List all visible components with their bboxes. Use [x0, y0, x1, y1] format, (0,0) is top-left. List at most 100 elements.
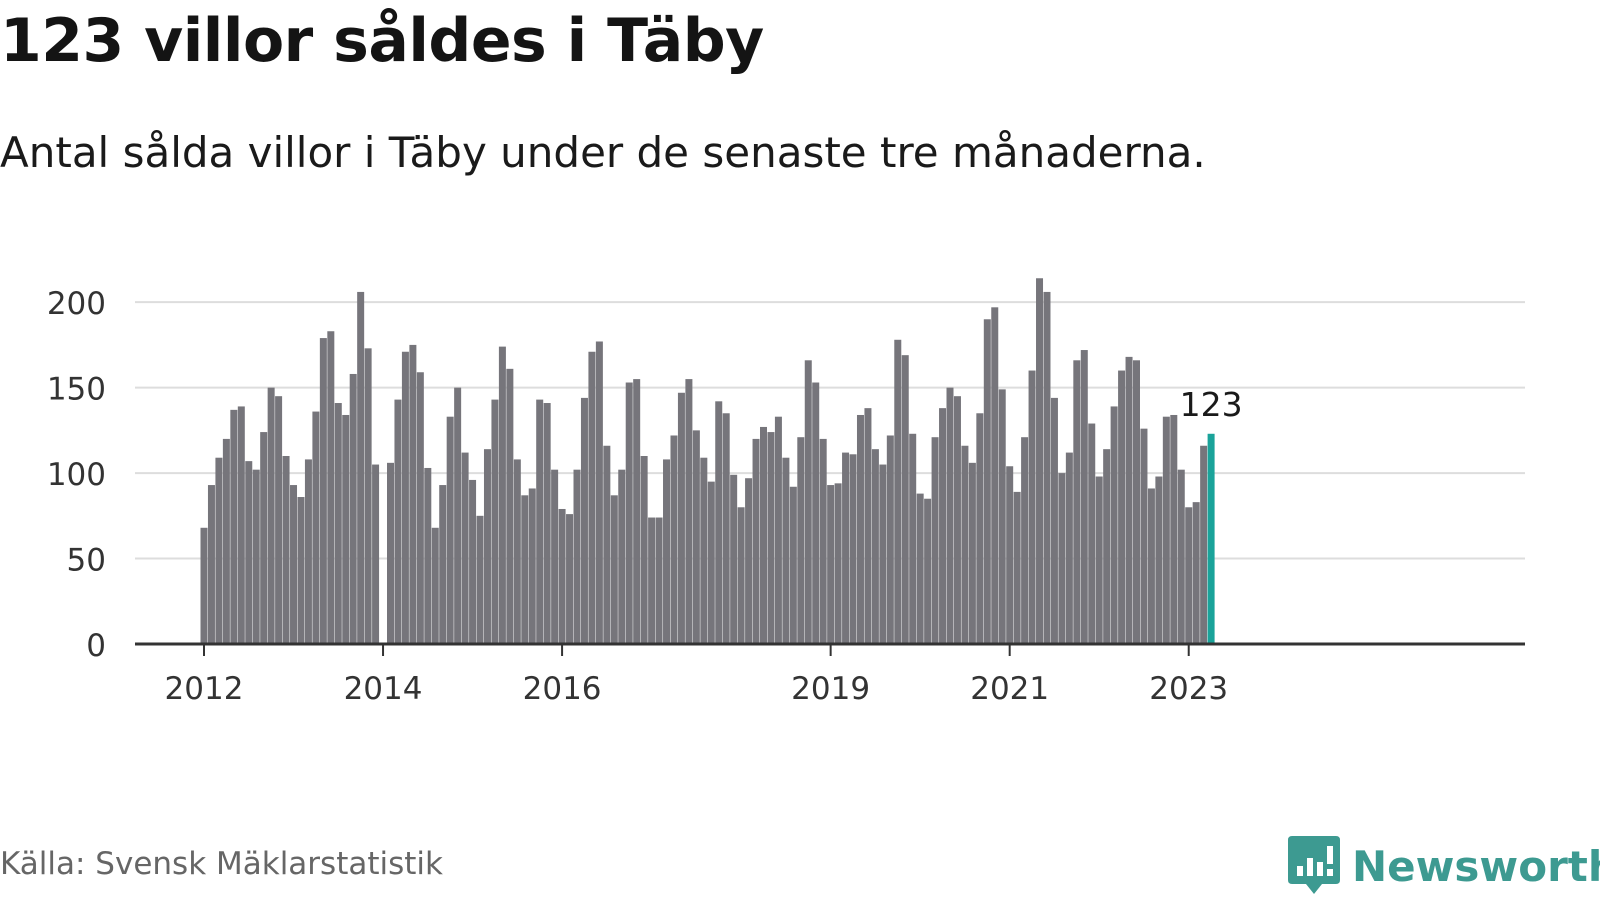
bar: [663, 459, 671, 644]
bar: [357, 291, 365, 644]
bar: [297, 497, 305, 644]
bar: [961, 445, 969, 644]
bar: [536, 399, 544, 644]
bar: [1125, 356, 1133, 644]
bar: [1006, 466, 1014, 644]
bar: [692, 430, 700, 644]
y-tick-label: 150: [47, 372, 106, 408]
bar: [849, 454, 857, 644]
bar: [715, 401, 723, 644]
bar: [401, 351, 409, 644]
bar: [364, 348, 372, 644]
bar: [1192, 502, 1200, 644]
bar: [976, 413, 984, 644]
bar: [886, 435, 894, 644]
bar: [625, 382, 633, 644]
bar: [991, 307, 999, 644]
bar: [789, 486, 797, 644]
bar: [760, 426, 767, 644]
x-tick-label: 2021: [970, 671, 1049, 707]
bar: [722, 413, 730, 644]
bar: [595, 341, 603, 644]
bar: [1170, 414, 1178, 644]
bar: [655, 517, 663, 644]
bar: [879, 464, 887, 644]
bar: [267, 387, 275, 644]
bar: [461, 452, 469, 644]
bar: [566, 514, 574, 644]
bar: [342, 414, 350, 644]
bar: [700, 457, 708, 644]
bar: [894, 339, 902, 644]
bar: [1140, 428, 1148, 644]
bar: [387, 462, 394, 644]
bar: [610, 495, 618, 644]
bar: [1043, 291, 1051, 644]
bar: [1155, 476, 1163, 644]
bar: [1110, 406, 1118, 644]
x-tick-label: 2016: [523, 671, 602, 707]
bar: [953, 396, 961, 644]
bar: [1073, 360, 1081, 644]
bar: [871, 449, 879, 644]
y-tick-label: 0: [86, 628, 106, 664]
bar: [446, 416, 454, 644]
bar: [483, 449, 491, 644]
bar: [1050, 397, 1058, 644]
bar: [842, 452, 850, 644]
bar: [521, 495, 529, 644]
bar: [924, 498, 932, 644]
bar: [730, 474, 738, 644]
y-tick-label: 200: [47, 286, 106, 322]
bar: [670, 435, 678, 644]
bar: [782, 457, 790, 644]
bar: [648, 517, 656, 644]
bar: [677, 392, 685, 644]
bar: [312, 411, 320, 644]
bar: [827, 485, 835, 644]
chart-title: 123 villor såldes i Täby: [0, 6, 764, 76]
bar: [454, 387, 462, 644]
bar: [551, 469, 559, 644]
bar: [819, 438, 827, 644]
bar: [745, 478, 753, 644]
bar: [1028, 370, 1036, 644]
bar: [394, 399, 402, 644]
brand-logo: Newsworthy: [1288, 836, 1600, 896]
newsworthy-icon: [1288, 836, 1340, 894]
bar: [1177, 469, 1185, 644]
bar: [207, 485, 215, 644]
bar: [275, 396, 283, 644]
bar: [424, 467, 432, 644]
y-tick-label: 50: [67, 543, 106, 579]
bar: [797, 437, 805, 644]
bar: [1118, 370, 1126, 644]
bar: [304, 459, 312, 644]
bar: [767, 432, 775, 644]
bar: [1147, 488, 1155, 644]
bar: [707, 481, 715, 644]
bar: [1021, 437, 1029, 644]
bar: [580, 397, 588, 644]
bar: [215, 457, 223, 644]
bar: [469, 479, 477, 644]
bar: [252, 469, 260, 644]
bar: [543, 403, 551, 644]
bar: [998, 389, 1006, 644]
bar: [319, 338, 327, 644]
bar: [752, 438, 760, 644]
bar: [245, 461, 253, 644]
bar: [573, 469, 581, 644]
bar: [290, 485, 298, 644]
bar: [334, 403, 342, 644]
bar: [260, 432, 268, 644]
bar: [685, 379, 693, 644]
bar: [633, 379, 641, 644]
bar: [1058, 473, 1066, 644]
bar: [1095, 476, 1103, 644]
bar: [640, 456, 648, 644]
y-tick-label: 100: [47, 457, 106, 493]
bar: [1036, 278, 1044, 644]
bar: [416, 372, 424, 644]
bar: [983, 319, 991, 644]
